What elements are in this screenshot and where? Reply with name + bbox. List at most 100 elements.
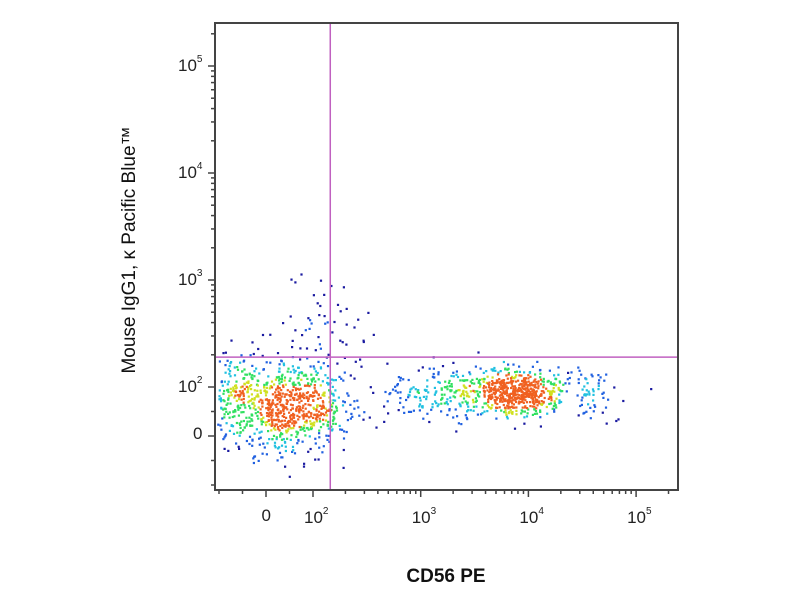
event-dot — [511, 412, 514, 415]
event-dot — [265, 407, 268, 410]
event-dot — [581, 396, 584, 399]
event-dot — [278, 370, 281, 373]
event-dot — [342, 379, 345, 382]
event-dot — [253, 432, 256, 435]
event-dot — [491, 404, 494, 407]
event-dot — [362, 339, 365, 342]
event-dot — [281, 392, 284, 395]
event-dot — [325, 434, 328, 437]
event-dot — [238, 395, 241, 398]
event-dot — [430, 408, 433, 411]
event-dot — [341, 341, 344, 344]
event-dot — [494, 402, 497, 405]
event-dot — [342, 448, 345, 452]
event-dot — [548, 396, 551, 399]
event-dot — [592, 393, 595, 396]
event-dot — [251, 424, 254, 427]
event-dot — [237, 393, 240, 397]
event-dot — [317, 336, 320, 339]
event-dot — [520, 374, 523, 377]
event-dot — [341, 404, 345, 407]
event-dot — [489, 407, 492, 410]
event-dot — [553, 410, 556, 413]
event-dot — [271, 420, 274, 424]
event-dot — [258, 437, 261, 440]
event-dot — [256, 393, 259, 396]
event-dot — [508, 406, 511, 409]
event-dot — [253, 455, 256, 458]
event-dot — [261, 354, 264, 357]
event-dot — [432, 372, 435, 376]
event-dot — [248, 420, 251, 423]
event-dot — [516, 397, 519, 400]
event-dot — [290, 427, 293, 430]
event-dot — [511, 411, 514, 414]
event-dot — [477, 381, 480, 384]
event-dot — [296, 431, 300, 434]
event-dot — [510, 386, 513, 390]
event-dot — [521, 410, 524, 413]
event-dot — [539, 416, 542, 419]
event-dot — [248, 435, 252, 438]
event-dot — [519, 383, 522, 386]
event-dot — [505, 389, 508, 392]
event-dot — [414, 388, 417, 391]
event-dot — [327, 420, 330, 423]
event-dot — [448, 379, 451, 382]
event-dot — [242, 397, 245, 401]
event-dot — [530, 393, 533, 396]
event-dot — [280, 360, 283, 363]
event-dot — [605, 422, 608, 425]
event-dot — [258, 443, 261, 446]
event-dot — [529, 401, 532, 404]
event-dot — [222, 352, 225, 355]
event-dot — [413, 395, 416, 398]
event-dot — [558, 380, 561, 383]
event-dot — [615, 419, 618, 423]
event-dot — [281, 405, 284, 408]
event-dot — [271, 399, 274, 402]
event-dot — [218, 398, 221, 401]
event-dot — [270, 404, 273, 407]
event-dot — [440, 402, 443, 405]
event-dot — [495, 398, 498, 401]
event-dot — [263, 389, 267, 392]
event-dot — [313, 421, 316, 424]
event-dot — [288, 411, 291, 414]
event-dot — [304, 434, 307, 437]
event-dot — [301, 395, 304, 399]
event-dot — [283, 379, 286, 382]
event-dot — [266, 442, 269, 445]
event-dot — [437, 371, 440, 374]
event-dot — [220, 381, 223, 384]
event-dot — [254, 412, 257, 415]
event-dot — [535, 386, 538, 389]
event-dot — [501, 386, 504, 389]
event-dot — [452, 395, 455, 398]
event-dot — [452, 416, 455, 419]
event-dot — [309, 319, 312, 322]
event-dot — [492, 368, 495, 371]
event-dot — [518, 374, 521, 377]
event-dot — [389, 392, 392, 395]
event-dot — [312, 294, 315, 297]
event-dot — [322, 405, 325, 408]
event-dot — [519, 397, 522, 400]
event-dot — [402, 378, 405, 381]
event-dot — [230, 394, 233, 397]
event-dot — [418, 405, 421, 408]
event-dot — [524, 395, 527, 398]
event-dot — [558, 401, 561, 405]
event-dot — [217, 423, 220, 426]
event-dot — [477, 351, 480, 354]
event-dot — [539, 425, 542, 428]
event-dot — [558, 393, 561, 396]
event-dot — [417, 391, 420, 394]
event-dot — [339, 428, 342, 431]
event-dot — [258, 431, 261, 434]
event-dot — [229, 370, 232, 373]
event-dot — [508, 381, 511, 384]
event-dot — [263, 446, 266, 449]
event-dot — [222, 408, 225, 411]
event-dot — [279, 424, 282, 428]
